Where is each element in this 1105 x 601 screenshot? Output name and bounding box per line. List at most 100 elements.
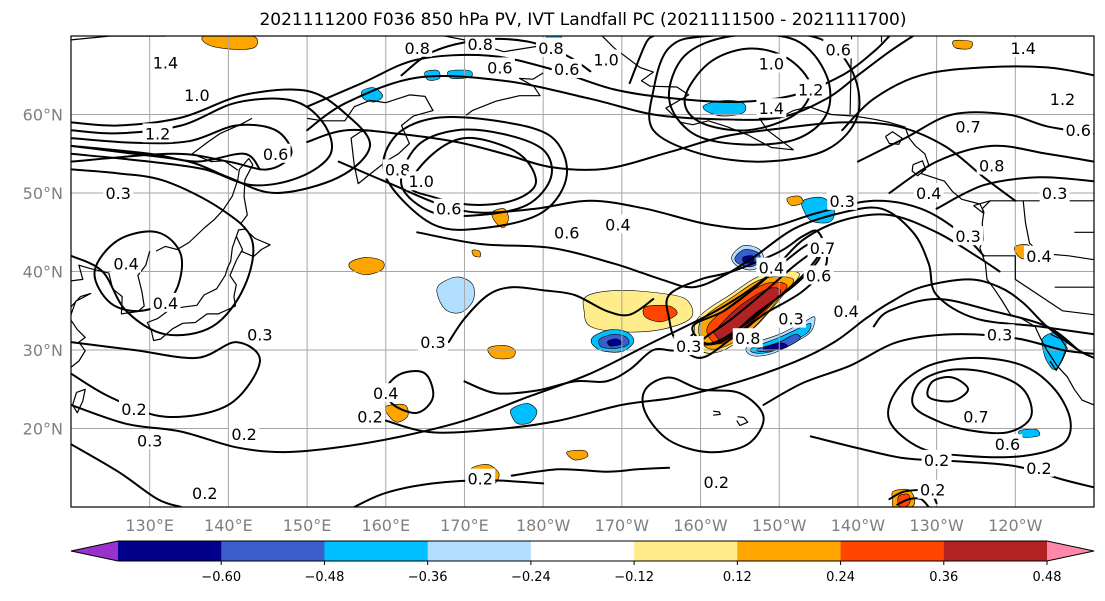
contour-label-background <box>111 253 142 273</box>
longitude-label: 130°E <box>125 516 174 535</box>
contour-label: 1.0 <box>184 86 209 105</box>
ivt-contour-line <box>762 333 1094 406</box>
colorbar-segment <box>324 541 429 561</box>
contour-label: 1.4 <box>1010 39 1035 58</box>
contour-label-background <box>823 39 854 59</box>
contour-label-background <box>465 36 496 53</box>
contour-label-background <box>953 116 984 136</box>
contour-label: 0.3 <box>955 227 980 246</box>
contour-label: 1.2 <box>1050 90 1075 109</box>
ivt-contour-line <box>306 36 914 132</box>
contour-label: 0.6 <box>554 60 579 79</box>
longitude-label: 140°W <box>831 516 886 535</box>
coastline <box>71 36 166 41</box>
latitude-label: 60°N <box>23 106 63 125</box>
contour-label: 0.4 <box>759 259 784 278</box>
contour-label: 0.4 <box>1026 247 1051 266</box>
longitude-label: 160°E <box>361 516 410 535</box>
contour-label-background <box>370 383 401 403</box>
contour-label: 1.4 <box>759 99 784 118</box>
ivt-contour-line <box>667 36 832 146</box>
ivt-contour-line <box>935 176 1094 210</box>
ivt-contour-line <box>71 168 255 337</box>
contour-label-background <box>1039 183 1070 202</box>
colorbar-segment <box>943 541 1048 561</box>
longitude-label: 130°W <box>909 516 964 535</box>
pv-shaded-region <box>436 276 475 314</box>
contour-label-background <box>355 406 386 426</box>
colorbar-label: 0.36 <box>929 570 958 585</box>
contour-label-background <box>756 53 787 73</box>
pv-shaded-region <box>201 36 259 50</box>
contour-label: 0.8 <box>405 39 430 58</box>
contour-label: 0.6 <box>806 266 831 285</box>
contour-label: 1.0 <box>759 54 784 73</box>
contour-label: 0.2 <box>1026 459 1051 478</box>
longitude-label: 180°W <box>516 516 571 535</box>
ivt-contour-line <box>306 36 891 108</box>
colorbar-segment <box>427 541 532 561</box>
latitude-label: 30°N <box>23 341 63 360</box>
contour-label-background <box>465 468 496 488</box>
contour-label-background <box>103 183 134 202</box>
contour-label: 0.8 <box>538 39 563 58</box>
contour-label-background <box>244 324 275 344</box>
coastline <box>713 410 721 416</box>
ivt-contour-line <box>628 36 655 85</box>
contour-label-background <box>150 52 181 72</box>
contour-label-background <box>433 198 464 218</box>
ivt-contour-line <box>71 443 183 507</box>
pv-shaded-region <box>361 87 383 103</box>
ivt-contour-line <box>382 116 568 231</box>
contour-label: 0.3 <box>247 325 272 344</box>
contour-label-background <box>1008 37 1039 57</box>
pv-shading-layer <box>201 36 1067 507</box>
colorbar: −0.60 −0.48 −0.36 −0.24 −0.12 0.12 0.24 0.36 0.4… <box>70 540 1095 585</box>
contour-label: 0.2 <box>121 400 146 419</box>
colorbar-label: 0.24 <box>826 570 855 585</box>
contour-label-background <box>551 58 582 78</box>
contour-label: 0.8 <box>979 157 1004 176</box>
longitude-label: 140°E <box>204 516 253 535</box>
colorbar-extend-high <box>1047 541 1094 561</box>
contour-label-background <box>382 159 413 179</box>
ivt-contour-line <box>887 356 1072 459</box>
contour-label-background <box>803 265 834 285</box>
contour-label-background <box>827 190 858 210</box>
contour-label: 0.7 <box>963 408 988 427</box>
colorbar-segment <box>118 541 222 561</box>
contour-label: 0.2 <box>192 484 217 503</box>
contour-label-background <box>701 471 732 491</box>
longitude-label: 170°W <box>595 516 650 535</box>
contour-label-background <box>118 398 149 418</box>
contour-label: 0.6 <box>436 200 461 219</box>
longitude-labels: 130°E 140°E 150°E 160°E 170°E 180°W 170°W 160°W… <box>125 516 1042 535</box>
contour-label-background <box>1063 120 1094 140</box>
contour-label: 0.3 <box>1042 184 1067 203</box>
colorbar-label: −0.48 <box>305 570 345 585</box>
longitude-label: 150°W <box>752 516 807 535</box>
contour-label: 0.6 <box>1066 121 1091 140</box>
coastline <box>1049 333 1068 371</box>
contour-label: 0.2 <box>920 481 945 500</box>
map-frame <box>70 35 1095 508</box>
contour-label-background <box>602 214 633 234</box>
contour-label-background <box>142 123 173 143</box>
contour-label: 0.3 <box>137 431 162 450</box>
contour-label-background <box>913 183 944 202</box>
contour-label: 0.3 <box>829 192 854 211</box>
ivt-contour-line <box>353 479 545 507</box>
contour-label-background <box>536 37 567 57</box>
contour-label: 0.3 <box>778 310 803 329</box>
contour-labels: 1.2 1.4 1.0 0.6 0.3 0.4 0.4 0.3 0.3 0.2 0.2 0.2 0.8 0… <box>103 36 1094 503</box>
ivt-contour-line <box>93 230 183 313</box>
longitude-label: 150°E <box>283 516 332 535</box>
colorbar-label: −0.24 <box>511 570 551 585</box>
contour-label: 0.6 <box>263 145 288 164</box>
coastline <box>146 228 271 342</box>
contour-label-background <box>795 79 826 99</box>
pv-shaded-region <box>487 344 516 360</box>
contour-label: 0.4 <box>833 302 858 321</box>
contour-label-background <box>976 155 1007 175</box>
contour-label: 0.2 <box>231 425 256 444</box>
